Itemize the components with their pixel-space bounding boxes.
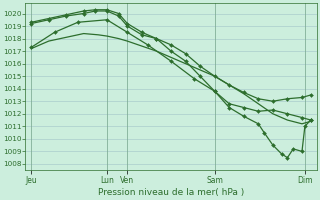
- X-axis label: Pression niveau de la mer( hPa ): Pression niveau de la mer( hPa ): [98, 188, 244, 197]
